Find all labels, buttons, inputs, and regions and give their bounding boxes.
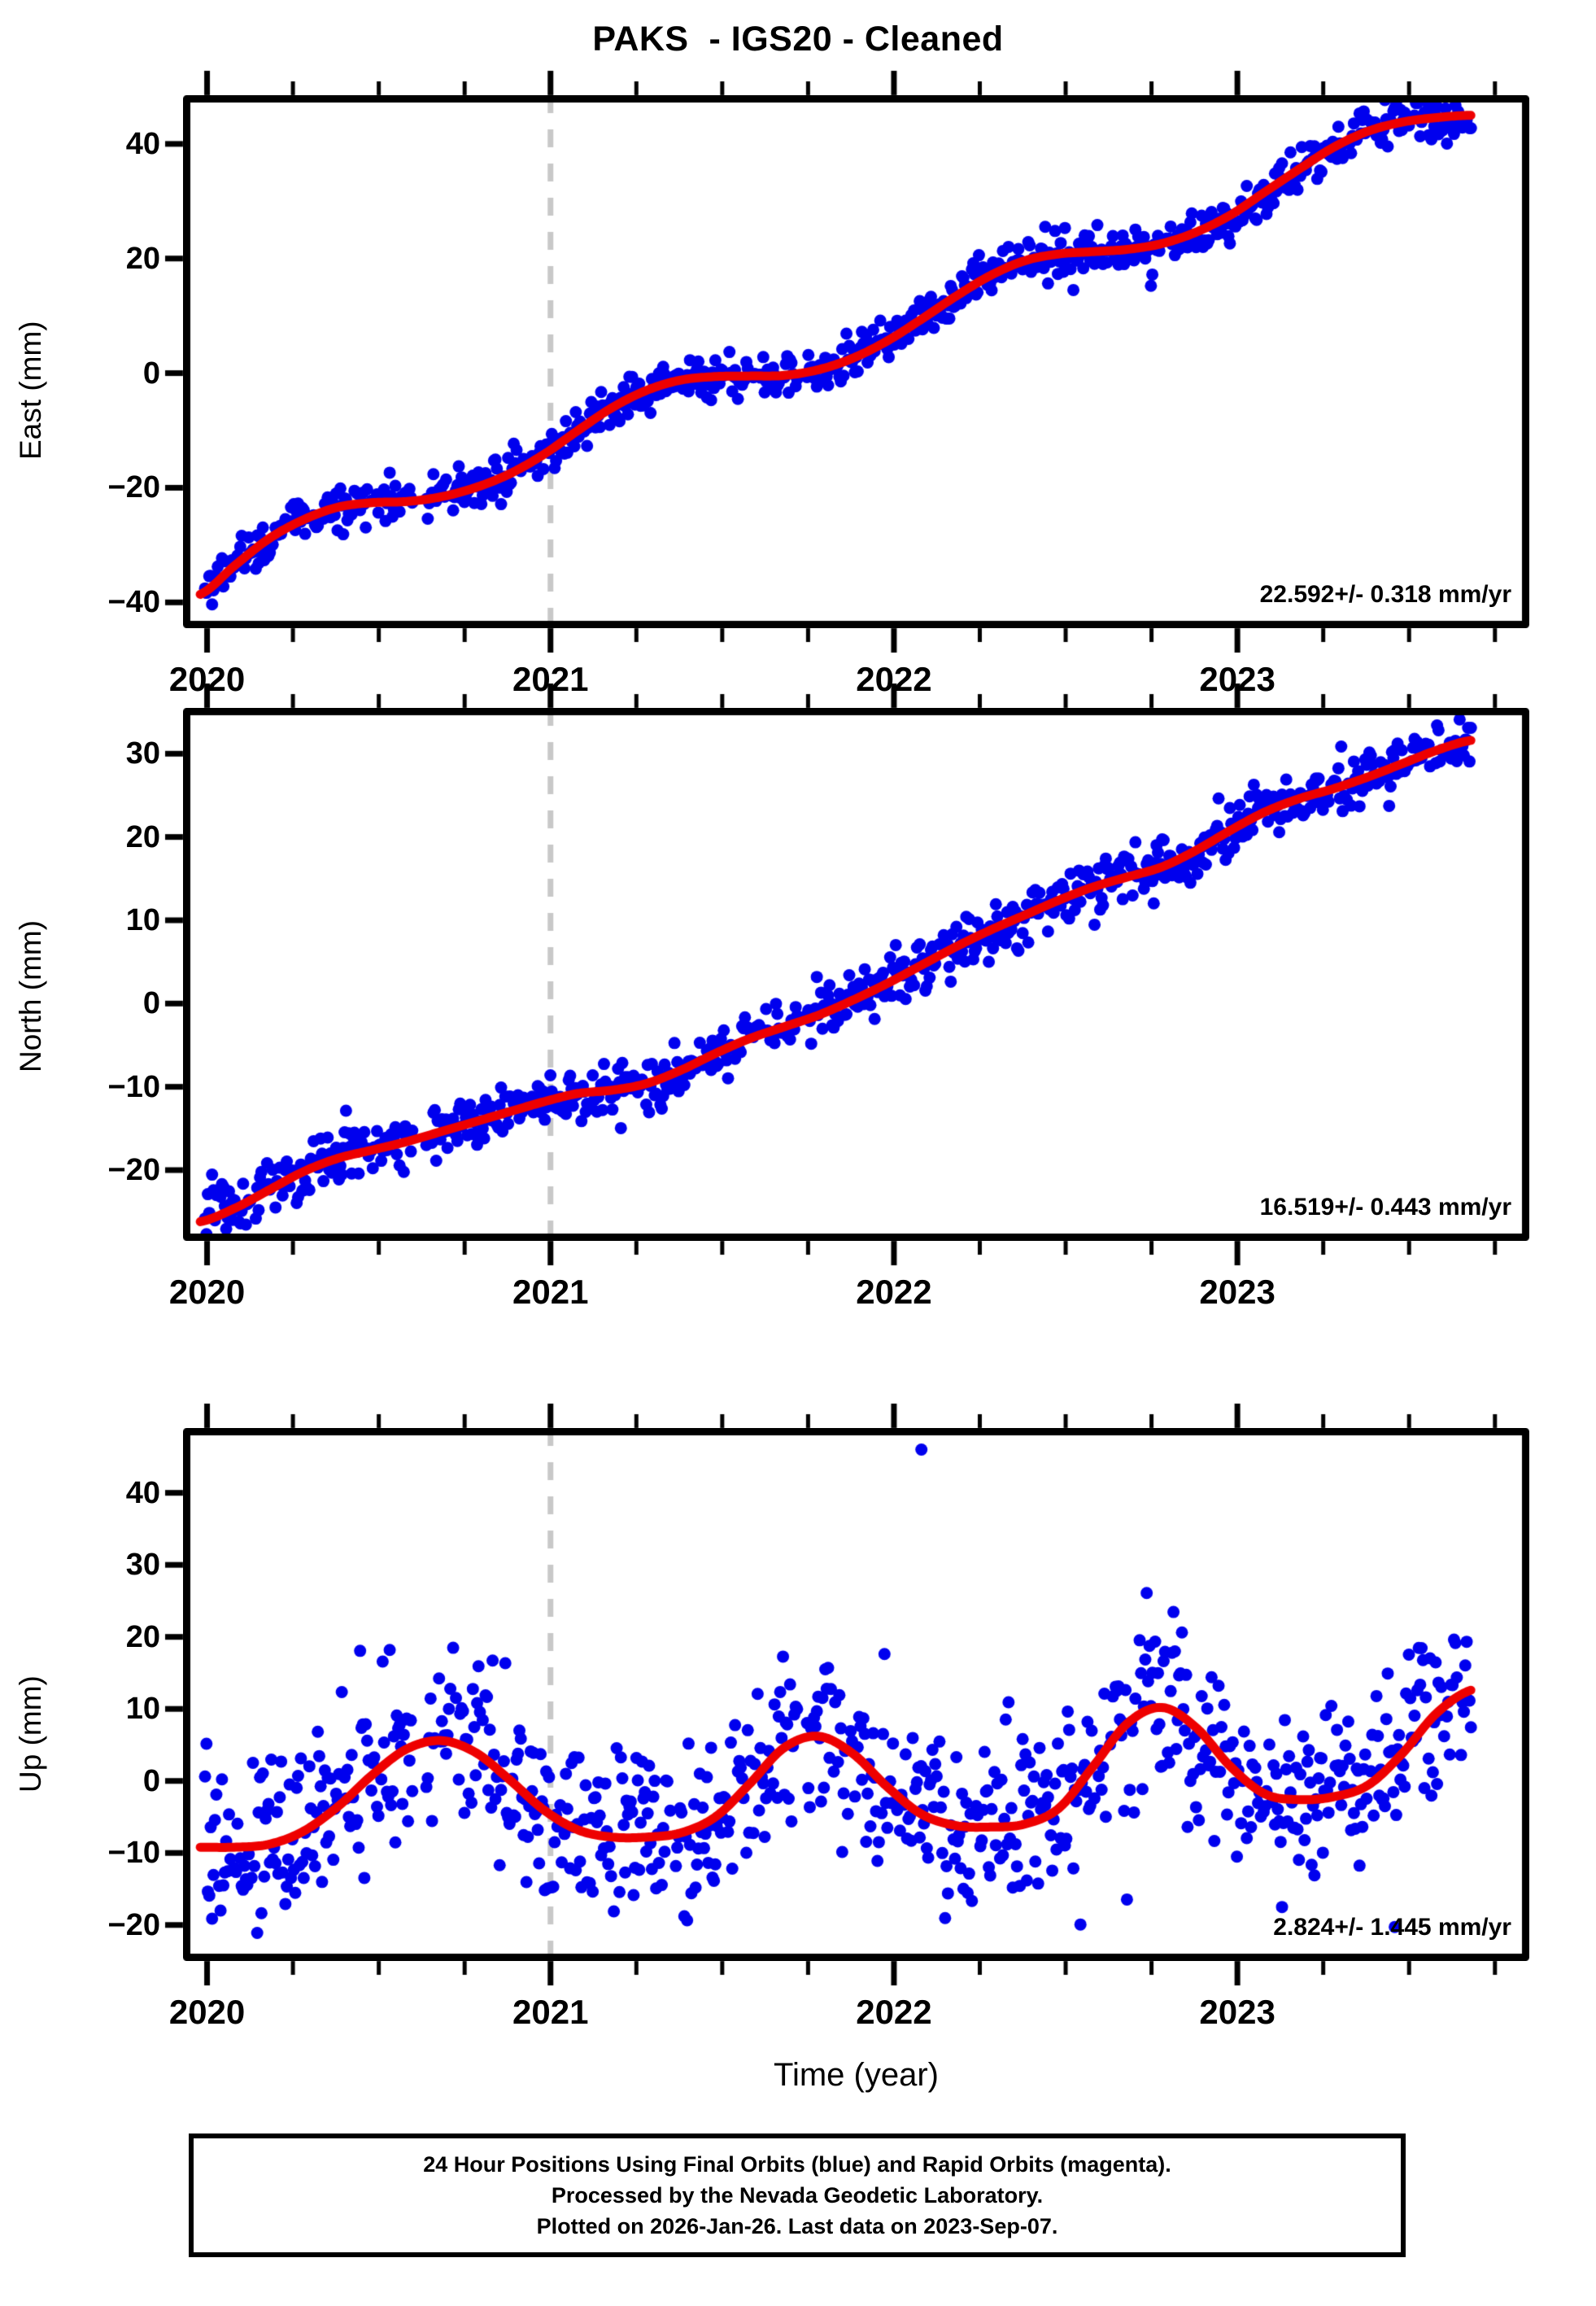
up-panel: −20 −10 0 10 20 30 40 2020 2021 2022 2023 Up (mm) 2.… (14, 1379, 1578, 2093)
north-panel-ytick-label: 20 (125, 819, 160, 854)
up-panel-axis-ticks (134, 1379, 1578, 2010)
north-panel-ytick-label: 10 (125, 902, 160, 937)
up-panel-ytick-label: −10 (107, 1836, 160, 1871)
up-panel-xtick-label: 2020 (168, 1993, 246, 2031)
east-panel-rate-annotation: 22.592+/- 0.318 mm/yr (1259, 581, 1511, 608)
east-panel-ytick-label: 40 (125, 126, 160, 161)
up-panel-ytick-label: 20 (125, 1619, 160, 1654)
north-panel-rate-annotation: 16.519+/- 0.443 mm/yr (1259, 1194, 1511, 1221)
footer-line-3: Plotted on 2026-Jan-26. Last data on 202… (536, 2214, 1058, 2239)
east-panel-ylabel: East (mm) (14, 320, 47, 460)
east-panel-ytick-label: 20 (125, 241, 160, 276)
north-panel-xtick-label: 2020 (168, 1273, 246, 1311)
north-panel-ytick-label: 30 (125, 736, 160, 771)
north-panel-xtick-label: 2022 (856, 1273, 932, 1311)
up-panel-xtick-label: 2023 (1199, 1993, 1275, 2031)
north-panel-ytick-label: −10 (107, 1069, 160, 1104)
east-panel-ytick-label: 0 (142, 356, 160, 391)
east-panel-ytick-label: −20 (107, 470, 160, 505)
north-panel-axis-ticks (134, 659, 1578, 1290)
up-panel-ytick-label: 10 (125, 1692, 160, 1727)
north-panel-ytick-label: −20 (107, 1153, 160, 1187)
north-panel-ytick-label: 0 (142, 986, 160, 1021)
footer-line-2: Processed by the Nevada Geodetic Laborat… (551, 2182, 1044, 2208)
up-panel-ytick-label: −20 (107, 1907, 160, 1942)
up-panel-rate-annotation: 2.824+/- 1.445 mm/yr (1273, 1914, 1511, 1941)
north-panel-xtick-label: 2023 (1199, 1273, 1275, 1311)
up-panel-ytick-label: 30 (125, 1548, 160, 1583)
up-panel-xtick-label: 2021 (512, 1993, 589, 2031)
north-panel-ylabel: North (mm) (14, 919, 47, 1072)
footer-line-1: 24 Hour Positions Using Final Orbits (bl… (423, 2151, 1171, 2177)
north-panel: −20 −10 0 10 20 30 2020 2021 2022 2023 North (mm) 1… (14, 659, 1578, 1309)
up-panel-xtick-label: 2022 (856, 1993, 932, 2031)
up-panel-ytick-label: 0 (142, 1763, 160, 1798)
east-panel-axis-ticks (134, 46, 1578, 677)
up-panel-ytick-label: 40 (125, 1475, 160, 1510)
east-panel-ytick-label: −40 (107, 585, 160, 620)
east-panel: −40−20020402020202120222023East (mm)22.5… (14, 46, 1578, 697)
up-panel-ylabel: Up (mm) (14, 1675, 47, 1793)
footer-note-box: 24 Hour Positions Using Final Orbits (bl… (189, 2133, 1406, 2257)
north-panel-xtick-label: 2021 (512, 1273, 589, 1311)
up-panel-xlabel: Time (year) (774, 2057, 939, 2093)
